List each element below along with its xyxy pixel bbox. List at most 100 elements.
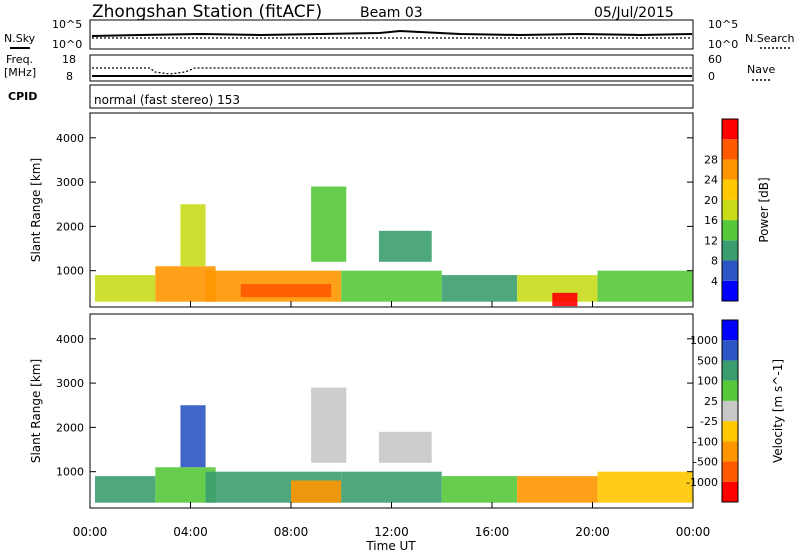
colorbar-tick-label: -100 — [693, 435, 718, 448]
data-region-4 — [240, 283, 332, 298]
velocity-y-axis-label: Slant Range [km] — [29, 359, 43, 463]
y-tick-label: 2000 — [56, 421, 84, 434]
colorbar-tick-label: 8 — [711, 255, 718, 268]
noise-right-tick-bottom: 10^0 — [708, 38, 738, 51]
x-axis-label: Time UT — [365, 539, 416, 553]
cpid-panel: CPID normal (fast stereo) 153 — [8, 84, 694, 109]
colorbar-segment — [722, 159, 738, 180]
cpid-text: normal (fast stereo) 153 — [94, 93, 240, 107]
data-region-5 — [311, 387, 347, 463]
data-region-2 — [180, 204, 206, 267]
data-region-10 — [597, 471, 693, 503]
colorbar-tick-label: -1000 — [686, 476, 718, 489]
data-region-4 — [291, 480, 342, 503]
power-colorbar: 4 8 12 16 20 24 28 — [704, 118, 739, 302]
data-region-6 — [378, 230, 432, 262]
colorbar-segment — [722, 199, 738, 221]
x-tick-label: 12:00 — [374, 525, 409, 539]
data-region-2 — [180, 405, 206, 468]
colorbar-segment — [722, 280, 738, 301]
freq-panel: Freq. [MHz] 18 8 60 0 Nave — [4, 53, 775, 83]
colorbar-segment — [722, 481, 738, 502]
noise-right-tick-top: 10^5 — [708, 18, 738, 31]
date-label: 05/Jul/2015 — [594, 5, 674, 21]
freq-unit: [MHz] — [4, 66, 36, 79]
data-region-8 — [441, 476, 518, 503]
colorbar-tick-label: 12 — [704, 234, 718, 247]
data-region-9 — [517, 476, 598, 503]
data-region-8 — [441, 275, 518, 302]
data-region-7 — [341, 270, 442, 302]
colorbar-segment — [722, 360, 738, 381]
velocity-panel: 1000 2000 3000 4000 Slant Range [km] -1000 -… — [29, 313, 785, 509]
nave-tick-bottom: 0 — [708, 70, 715, 83]
y-tick-label: 4000 — [56, 132, 84, 145]
power-colorbar-label: Power [dB] — [757, 177, 771, 242]
colorbar-segment — [722, 380, 738, 401]
nave-trace — [92, 67, 692, 75]
nave-tick-top: 60 — [708, 53, 722, 66]
velocity-y-ticks: 1000 2000 3000 4000 — [56, 333, 693, 479]
colorbar-segment — [722, 340, 738, 361]
x-tick-label: 00:00 — [73, 525, 108, 539]
x-tick-label: 20:00 — [575, 525, 610, 539]
freq-tick-bottom: 8 — [66, 70, 73, 83]
freq-label: Freq. — [6, 53, 33, 66]
x-tick-label: 04:00 — [173, 525, 208, 539]
y-tick-label: 3000 — [56, 377, 84, 390]
power-y-ticks: 1000 2000 3000 4000 — [56, 132, 693, 278]
colorbar-segment — [722, 421, 738, 442]
power-panel: 1000 2000 3000 4000 Slant Range [km] 4 8 12 16… — [29, 112, 771, 308]
cpid-label: CPID — [8, 90, 37, 103]
data-region-11 — [597, 270, 693, 302]
data-region-7 — [341, 471, 442, 503]
data-region-6 — [378, 431, 432, 463]
colorbar-segment — [722, 461, 738, 482]
data-region-5 — [311, 186, 347, 262]
colorbar-segment — [722, 400, 738, 422]
velocity-colorbar-label: Velocity [m s^-1] — [771, 359, 785, 463]
freq-tick-top: 18 — [62, 53, 76, 66]
noise-search-label: N.Search — [745, 32, 795, 45]
data-region-0 — [95, 275, 156, 302]
colorbar-tick-label: 100 — [697, 375, 718, 388]
colorbar-tick-label: -25 — [700, 415, 718, 428]
velocity-colorbar: -1000 -500 -100 -25 25 100 500 1000 — [686, 319, 739, 503]
colorbar-segment — [722, 320, 738, 341]
power-y-axis-label: Slant Range [km] — [29, 158, 43, 262]
colorbar-tick-label: 500 — [697, 354, 718, 367]
freq-panel-frame — [89, 54, 694, 82]
nave-label: Nave — [747, 63, 775, 76]
beam-label: Beam 03 — [360, 5, 423, 21]
velocity-regions — [95, 387, 693, 503]
colorbar-tick-label: 16 — [704, 214, 718, 227]
y-tick-label: 1000 — [56, 466, 84, 479]
station-title: Zhongshan Station (fitACF) — [92, 2, 322, 22]
y-tick-label: 4000 — [56, 333, 84, 346]
x-tick-label: 16:00 — [475, 525, 510, 539]
colorbar-segment — [722, 240, 738, 261]
colorbar-segment — [722, 220, 738, 241]
noise-panel: N.Sky 10^5 10^0 10^5 10^0 N.Search — [4, 18, 795, 51]
noise-sky-trace — [91, 29, 693, 37]
colorbar-tick-label: 1000 — [690, 334, 718, 347]
colorbar-tick-label: 24 — [704, 174, 718, 187]
colorbar-segment — [722, 260, 738, 281]
colorbar-frame — [721, 319, 739, 503]
y-tick-label: 2000 — [56, 220, 84, 233]
colorbar-tick-label: 28 — [704, 153, 718, 166]
x-tick-label: 08:00 — [274, 525, 309, 539]
noise-left-tick-top: 10^5 — [52, 18, 82, 31]
colorbar-tick-label: 4 — [711, 275, 718, 288]
colorbar-segment — [722, 139, 738, 160]
colorbar-tick-label: 25 — [704, 395, 718, 408]
colorbar-tick-label: 20 — [704, 194, 718, 207]
data-region-0 — [95, 476, 156, 503]
x-axis: 00:00 04:00 08:00 12:00 16:00 20:00 00:00 — [73, 301, 710, 539]
colorbar-segment — [722, 179, 738, 200]
cpid-panel-frame — [89, 84, 694, 109]
colorbar-segment — [722, 441, 738, 462]
colorbar-segment — [722, 119, 738, 140]
colorbar-frame — [721, 118, 739, 302]
